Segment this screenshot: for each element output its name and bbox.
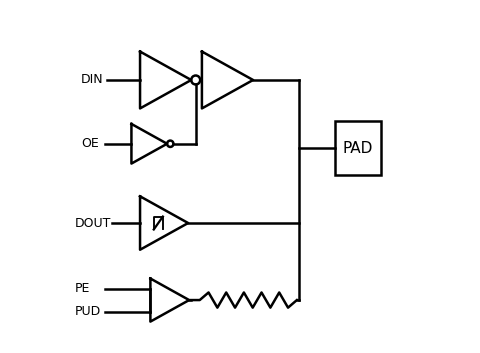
- FancyBboxPatch shape: [335, 121, 381, 175]
- Text: DOUT: DOUT: [75, 216, 112, 229]
- Text: PE: PE: [75, 282, 91, 295]
- Text: DIN: DIN: [81, 73, 103, 86]
- Text: PUD: PUD: [75, 305, 101, 318]
- Text: PAD: PAD: [343, 140, 373, 156]
- Text: OE: OE: [81, 137, 98, 150]
